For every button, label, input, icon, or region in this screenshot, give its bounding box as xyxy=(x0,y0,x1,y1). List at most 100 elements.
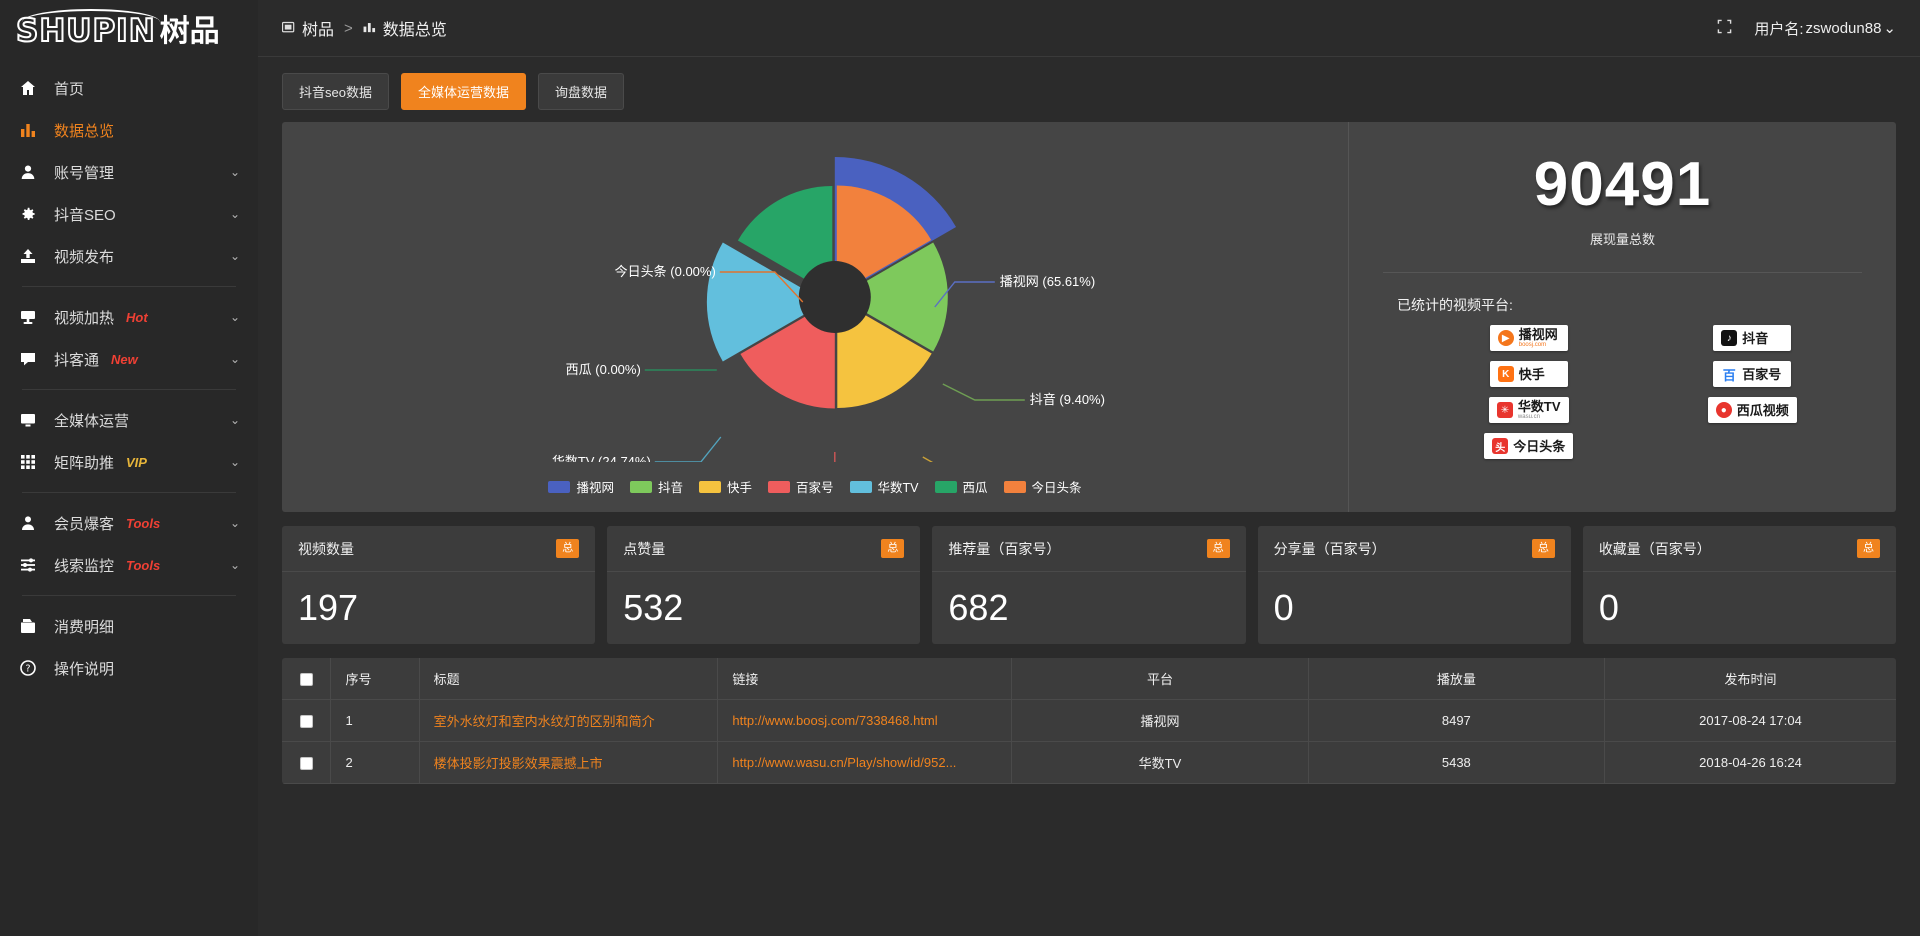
legend-item-xigua[interactable]: 西瓜 xyxy=(934,477,988,496)
brand-logo[interactable]: SHUPIN 树品 xyxy=(0,0,258,57)
breadcrumb-label: 数据总览 xyxy=(382,22,447,39)
stat-card-header: 视频数量 总 xyxy=(282,526,596,572)
row-url-link[interactable]: http://www.wasu.cn/Play/show/id/952... xyxy=(717,741,1013,784)
sidebar-item-matrix-boost[interactable]: 矩阵助推 VIP ⌄ xyxy=(0,441,258,483)
status-badge: 总 xyxy=(1857,539,1881,558)
member-icon xyxy=(20,515,42,531)
platform-badge-kuaishou[interactable]: K 快手 xyxy=(1489,361,1568,388)
window-icon xyxy=(281,21,296,35)
legend-item-toutiao[interactable]: 今日头条 xyxy=(1003,477,1082,496)
user-icon xyxy=(20,164,42,180)
xigua-logo-icon: ● xyxy=(1715,402,1732,419)
legend-item-douyin[interactable]: 抖音 xyxy=(629,477,683,496)
fullscreen-icon[interactable] xyxy=(1717,19,1732,38)
legend-label: 抖音 xyxy=(657,481,683,495)
bar-chart-icon xyxy=(363,21,377,35)
table-row[interactable]: 1 室外水纹灯和室内水纹灯的区别和简介 http://www.boosj.com… xyxy=(282,699,1896,742)
sidebar-item-video-publish[interactable]: 视频发布 ⌄ xyxy=(0,235,258,277)
platform-name: 今日头条 xyxy=(1513,438,1566,454)
sidebar-item-omnimedia[interactable]: 全媒体运营 ⌄ xyxy=(0,399,258,441)
row-checkbox[interactable] xyxy=(299,757,313,771)
monitor-icon xyxy=(20,412,42,428)
platform-badge-toutiao[interactable]: 头 今日头条 xyxy=(1484,433,1574,460)
huashutv-logo-icon: ✳ xyxy=(1496,402,1513,419)
stat-card-title: 点赞量 xyxy=(623,540,666,557)
row-platform: 华数TV xyxy=(1011,741,1309,784)
select-all-checkbox[interactable] xyxy=(299,673,313,687)
tab-inquiry-data[interactable]: 询盘数据 xyxy=(537,73,624,110)
chevron-down-icon: ⌄ xyxy=(229,558,240,572)
pie-slice-kuaishou[interactable] xyxy=(837,299,932,408)
sidebar-item-video-boost[interactable]: 视频加热 Hot ⌄ xyxy=(0,296,258,338)
stat-card-title: 推荐量（百家号） xyxy=(948,540,1061,557)
sidebar-nav: 首页 数据总览 账号管理 ⌄ 抖音SEO ⌄ 视频发布 ⌄ xyxy=(0,57,258,936)
chevron-down-icon: ⌄ xyxy=(229,249,240,263)
stat-card-body: 682 xyxy=(932,572,1245,644)
platform-badge-baijiahao[interactable]: 百 百家号 xyxy=(1713,361,1792,388)
legend-item-baijiahao[interactable]: 百家号 xyxy=(768,477,834,496)
sidebar-item-label: 账号管理 xyxy=(54,164,115,182)
legend-item-huashutv[interactable]: 华数TV xyxy=(849,477,919,496)
sidebar-item-label: 抖客通 xyxy=(54,351,100,369)
breadcrumb-item-root[interactable]: 树品 xyxy=(281,16,334,40)
row-checkbox[interactable] xyxy=(299,715,313,729)
row-title-link[interactable]: 楼体投影灯投影效果震撼上市 xyxy=(419,741,719,784)
legend-swatch xyxy=(768,480,790,493)
platform-badge-huashutv[interactable]: ✳ 华数TV wasu.cn xyxy=(1488,397,1569,424)
sidebar-item-clue-monitor[interactable]: 线索监控 Tools ⌄ xyxy=(0,544,258,586)
row-plays: 8497 xyxy=(1308,699,1606,742)
tabs-row: 抖音seo数据 全媒体运营数据 询盘数据 xyxy=(258,57,1920,122)
platform-share-pie-chart[interactable]: 播视网 (65.61%) 抖音 (9.40%) 快手 (0.11%) 百家号 (… xyxy=(505,122,1165,462)
sidebar-item-douyin-seo[interactable]: 抖音SEO ⌄ xyxy=(0,193,258,235)
sidebar-divider xyxy=(22,389,236,390)
row-title-link[interactable]: 室外水纹灯和室内水纹灯的区别和简介 xyxy=(419,699,719,742)
sidebar-item-home[interactable]: 首页 xyxy=(0,67,258,109)
pie-slice-douyin[interactable] xyxy=(842,242,948,352)
table-header-time: 发布时间 xyxy=(1604,658,1896,700)
platform-badge-boshi[interactable]: ▶ 播视网 boosj.com xyxy=(1489,325,1568,352)
user-menu[interactable]: 用户名: zswodun88 ⌄ xyxy=(1754,18,1896,39)
sidebar-item-douketong[interactable]: 抖客通 New ⌄ xyxy=(0,338,258,380)
pie-chart-area: 播视网 (65.61%) 抖音 (9.40%) 快手 (0.11%) 百家号 (… xyxy=(282,122,1348,512)
content: 播视网 (65.61%) 抖音 (9.40%) 快手 (0.11%) 百家号 (… xyxy=(258,122,1920,936)
platform-sub: wasu.cn xyxy=(1517,414,1540,421)
topbar: 树品 > 数据总览 用户名: zswodun88 ⌄ xyxy=(258,0,1920,57)
chevron-down-icon: ⌄ xyxy=(229,413,240,427)
legend-item-kuaishou[interactable]: 快手 xyxy=(698,477,752,496)
pie-leader-lines xyxy=(644,271,1025,462)
breadcrumb-item-current[interactable]: 数据总览 xyxy=(363,16,447,40)
platform-badge-douyin[interactable]: ♪ 抖音 xyxy=(1713,325,1792,352)
pie-slice-baijiahao[interactable] xyxy=(740,299,835,409)
stat-card-body: 0 xyxy=(1258,572,1571,644)
pie-label-xigua: 西瓜 (0.00%) xyxy=(566,362,641,377)
table-row[interactable]: 2 楼体投影灯投影效果震撼上市 http://www.wasu.cn/Play/… xyxy=(282,741,1896,784)
sidebar-item-label: 线索监控 xyxy=(54,557,115,575)
platform-badge-xigua[interactable]: ● 西瓜视频 xyxy=(1707,397,1797,424)
sidebar-item-member-leads[interactable]: 会员爆客 Tools ⌄ xyxy=(0,502,258,544)
tab-omnimedia-operation-data[interactable]: 全媒体运营数据 xyxy=(400,73,526,110)
sidebar-item-account-manage[interactable]: 账号管理 ⌄ xyxy=(0,151,258,193)
sidebar-divider xyxy=(22,492,236,493)
sidebar-item-data-overview[interactable]: 数据总览 xyxy=(0,109,258,151)
chevron-down-icon: ⌄ xyxy=(229,516,240,530)
logo-arc-decoration xyxy=(22,8,160,22)
overview-side-panel: 90491 展现量总数 已统计的视频平台: ▶ 播视网 boosj.com K xyxy=(1348,122,1896,512)
legend-label: 快手 xyxy=(726,481,752,495)
total-impressions-value: 90491 xyxy=(1533,150,1712,219)
pie-slice-xigua[interactable] xyxy=(737,186,833,295)
row-index: 1 xyxy=(330,699,420,742)
table-header-plays: 播放量 xyxy=(1308,658,1606,700)
tab-douyin-seo-data[interactable]: 抖音seo数据 xyxy=(282,73,389,110)
stat-card-value: 0 xyxy=(1598,587,1619,628)
sidebar-item-label: 矩阵助推 xyxy=(54,454,115,472)
stat-card-value: 532 xyxy=(623,587,684,628)
stat-card-body: 532 xyxy=(607,572,920,644)
pie-slice-toutiao[interactable] xyxy=(836,185,932,295)
row-url-link[interactable]: http://www.boosj.com/7338468.html xyxy=(717,699,1013,742)
legend-swatch xyxy=(548,480,571,493)
legend-item-boshi[interactable]: 播视网 xyxy=(548,477,614,496)
sidebar-item-consumption-detail[interactable]: 消费明细 xyxy=(0,605,258,647)
sidebar-item-tag: Tools xyxy=(126,515,161,531)
sidebar-item-instructions[interactable]: ? 操作说明 xyxy=(0,647,258,689)
